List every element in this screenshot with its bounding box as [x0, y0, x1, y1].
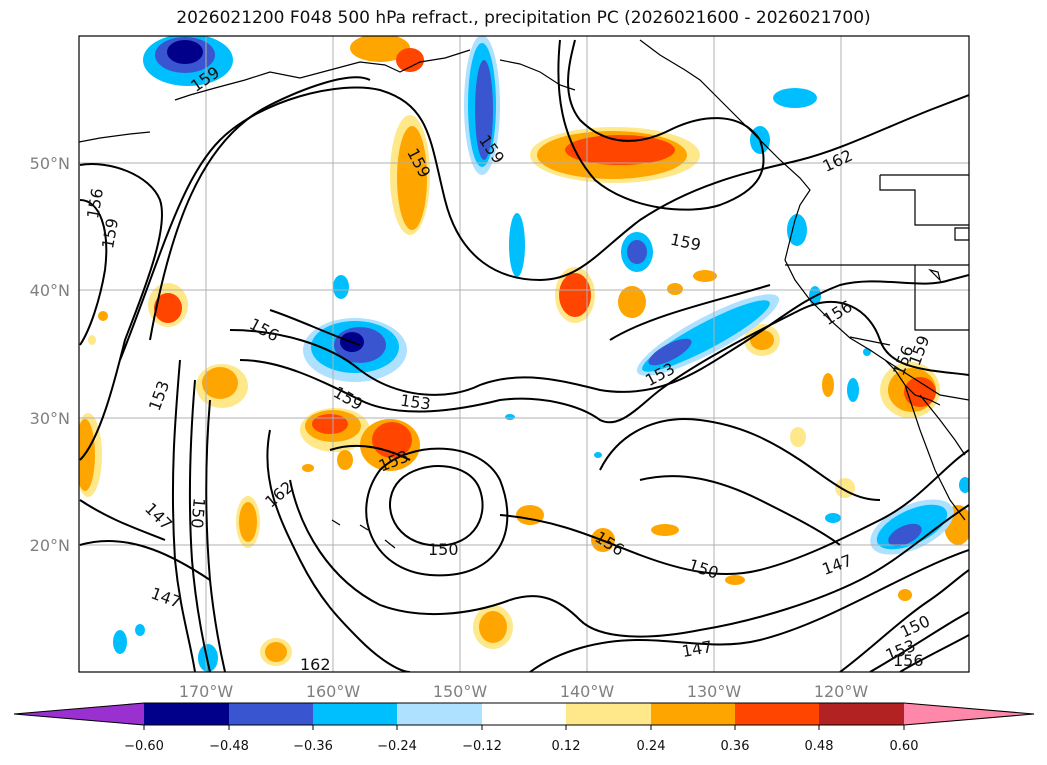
- lat-label: 50°N: [30, 154, 70, 173]
- colorbar-tick: 0.24: [637, 739, 666, 754]
- lon-label: 150°W: [433, 682, 488, 701]
- lat-label: 40°N: [30, 281, 70, 300]
- colorbar-segment: [819, 703, 904, 725]
- colorbar-segment: [651, 703, 735, 725]
- gridlines: [79, 36, 969, 672]
- lat-label: 30°N: [30, 409, 70, 428]
- lat-label: 20°N: [30, 536, 70, 555]
- colorbar-tick: −0.12: [462, 739, 502, 754]
- lon-label: 140°W: [560, 682, 615, 701]
- colorbar-tick: −0.48: [209, 739, 249, 754]
- colorbar-tick: −0.36: [293, 739, 333, 754]
- colorbar-segment: [229, 703, 313, 725]
- latitude-labels: 50°N 40°N 30°N 20°N: [30, 154, 70, 555]
- lon-label: 130°W: [687, 682, 742, 701]
- map-title: 2026021200 F048 500 hPa refract., precip…: [176, 8, 871, 28]
- map-area: [79, 36, 969, 672]
- colorbar-tick: 0.36: [721, 739, 750, 754]
- colorbar-segment: [313, 703, 397, 725]
- colorbar-tick: −0.60: [124, 739, 164, 754]
- contour-label: 150: [187, 497, 209, 529]
- coastlines: [79, 39, 969, 549]
- contour-label: 162: [300, 655, 331, 674]
- refractivity-contours: [79, 39, 969, 672]
- colorbar-segment: [566, 703, 651, 725]
- contour-labels: 159 159 159 162 159 156 159 156 153 156 …: [83, 63, 933, 674]
- colorbar-extend-high: [904, 703, 1034, 725]
- lon-label: 170°W: [179, 682, 234, 701]
- map-frame: [78, 35, 970, 673]
- lon-label: 160°W: [306, 682, 361, 701]
- longitude-labels: 170°W 160°W 150°W 140°W 130°W 120°W: [179, 682, 869, 701]
- colorbar-tick: 0.48: [805, 739, 834, 754]
- contour-label: 150: [428, 540, 459, 559]
- colorbar-tick: 0.60: [890, 739, 919, 754]
- colorbar-segment: [144, 703, 229, 725]
- colorbar-tick: −0.24: [377, 739, 417, 754]
- colorbar-tick: 0.12: [552, 739, 581, 754]
- colorbar-segment: [735, 703, 819, 725]
- colorbar-segment: [482, 703, 566, 725]
- precip-fill-layer: [79, 36, 969, 672]
- colorbar: −0.60 −0.48 −0.36 −0.24 −0.12 0.12 0.24 …: [13, 702, 1035, 754]
- contour-label: 156: [893, 651, 924, 670]
- lon-label: 120°W: [814, 682, 869, 701]
- colorbar-extend-low: [14, 703, 144, 725]
- contour-label: 153: [399, 391, 432, 414]
- colorbar-segment: [397, 703, 482, 725]
